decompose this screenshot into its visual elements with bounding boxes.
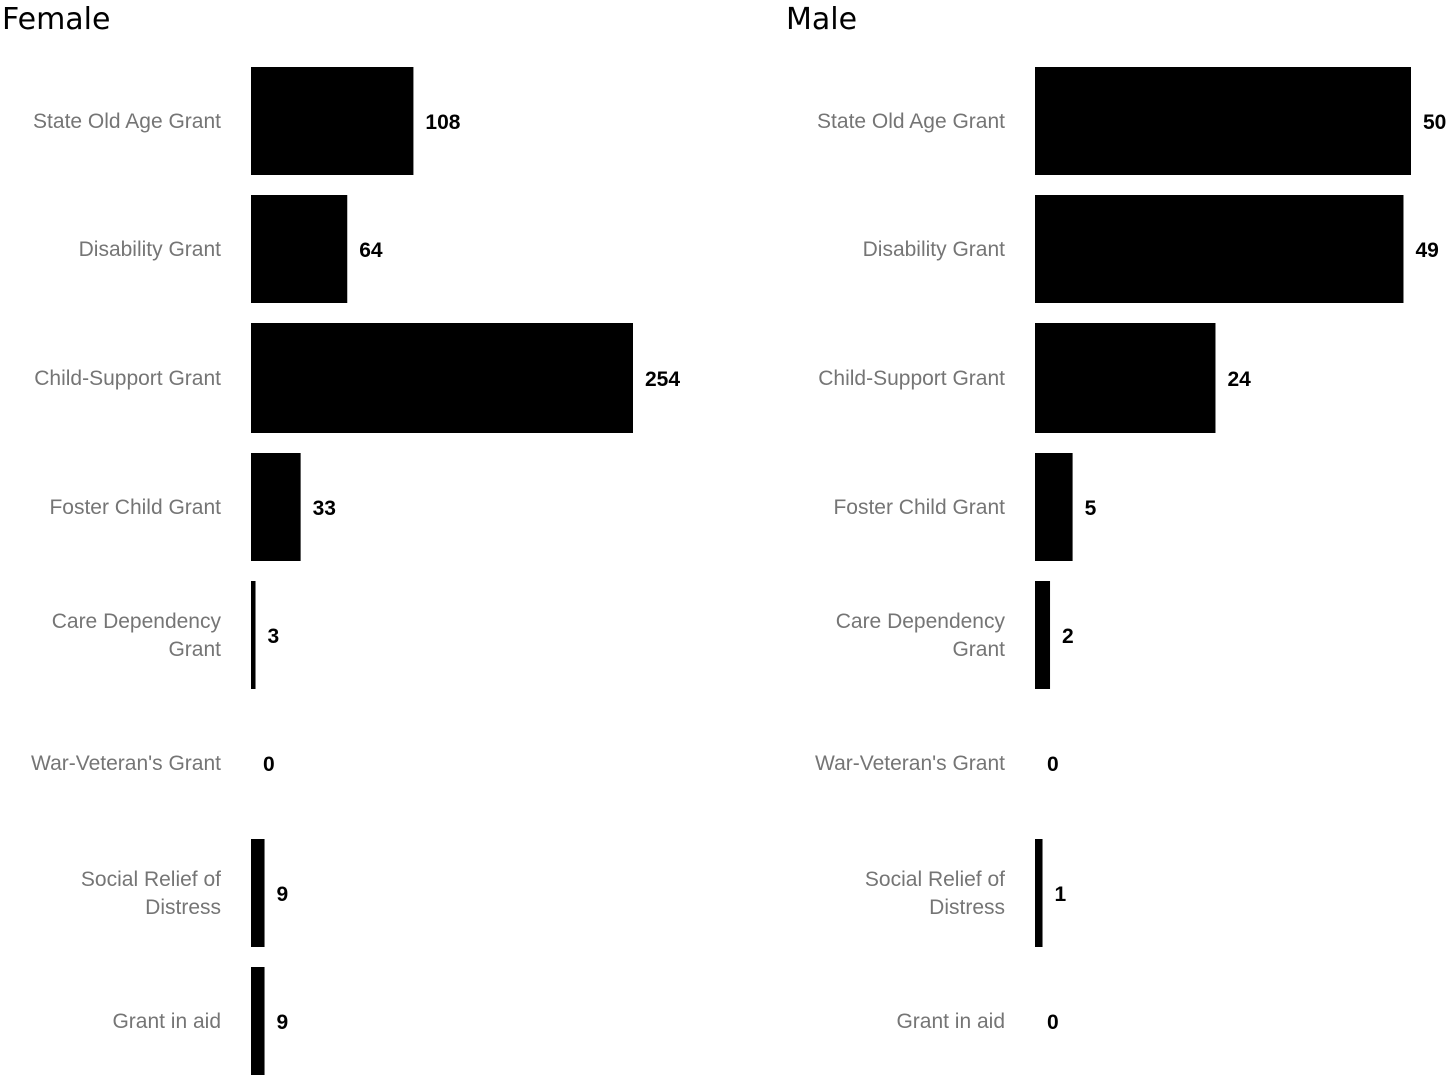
category-label: War-Veteran's Grant [31, 752, 221, 775]
value-label: 9 [277, 883, 289, 906]
bar [1035, 323, 1216, 433]
category-label: Grant in aid [896, 1010, 1005, 1033]
category-label: Foster Child Grant [49, 496, 221, 519]
value-label: 24 [1227, 368, 1251, 391]
category-label: Social Relief of Distress [865, 868, 1005, 919]
value-label: 64 [359, 239, 383, 262]
bar [1035, 195, 1404, 303]
female-chart-title: Female [2, 2, 111, 37]
category-label: Care Dependency Grant [836, 610, 1006, 661]
value-label: 0 [263, 753, 275, 776]
category-label: War-Veteran's Grant [815, 752, 1005, 775]
category-label: Child-Support Grant [34, 367, 221, 390]
male-panel: Male State Old Age Grant 50 Disability Gra… [784, 0, 1452, 1077]
value-label: 2 [1062, 625, 1074, 648]
bar [251, 195, 348, 303]
male-chart-title: Male [786, 2, 858, 37]
value-label: 0 [1047, 753, 1059, 776]
category-label: State Old Age Grant [817, 110, 1005, 133]
value-label: 50 [1423, 111, 1446, 134]
value-label: 49 [1415, 239, 1438, 262]
value-label: 3 [268, 625, 280, 648]
category-label: Disability Grant [79, 238, 222, 261]
bar [251, 323, 633, 433]
bar [1035, 839, 1043, 947]
value-label: 254 [645, 368, 680, 391]
value-label: 9 [277, 1011, 289, 1034]
value-label: 108 [425, 111, 460, 134]
bar [251, 453, 301, 561]
value-label: 0 [1047, 1011, 1059, 1034]
bar [1035, 453, 1073, 561]
category-label: Social Relief of Distress [81, 868, 221, 919]
category-label: State Old Age Grant [33, 110, 221, 133]
value-label: 1 [1055, 883, 1067, 906]
value-label: 5 [1085, 497, 1097, 520]
bar [251, 581, 256, 689]
value-label: 33 [313, 497, 336, 520]
bar [251, 839, 265, 947]
bar [251, 967, 265, 1075]
category-label: Grant in aid [112, 1010, 221, 1033]
female-panel: Female State Old Age Grant 108 Disability … [2, 2, 680, 1075]
bar [251, 67, 414, 175]
category-label: Child-Support Grant [818, 367, 1005, 390]
category-label: Disability Grant [863, 238, 1006, 261]
category-label: Foster Child Grant [833, 496, 1005, 519]
bar [1035, 67, 1411, 175]
female-bar-chart: State Old Age Grant 108 Disability Grant 64… [31, 67, 680, 1075]
category-label: Care Dependency Grant [52, 610, 222, 661]
bar [1035, 581, 1051, 689]
